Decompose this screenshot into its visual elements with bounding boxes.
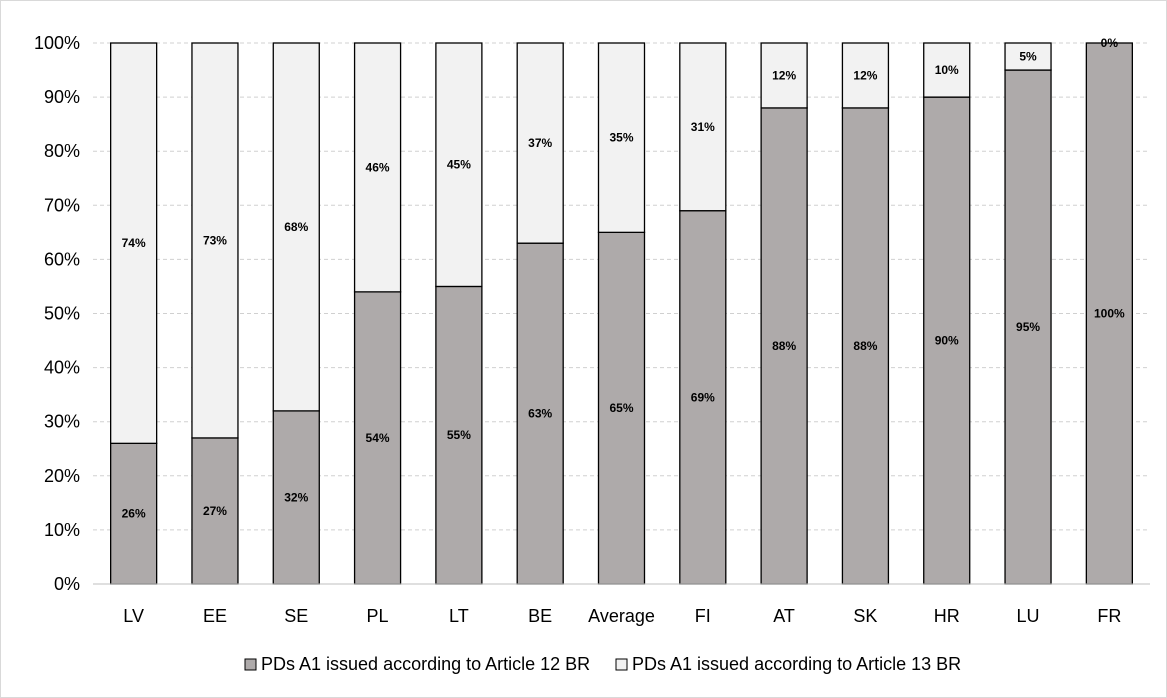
- bar-article-12: [597, 231, 646, 585]
- data-label: 0%: [1101, 36, 1119, 50]
- bar-article-13: [841, 42, 890, 109]
- x-tick-label: SK: [853, 606, 877, 626]
- data-label: 12%: [853, 68, 877, 82]
- bar-article-12: [191, 437, 239, 585]
- y-tick-label: 20%: [44, 466, 80, 486]
- data-label: 65%: [609, 401, 633, 415]
- x-tick-label: PL: [367, 606, 389, 626]
- x-tick-label: AT: [773, 606, 795, 626]
- data-label: 100%: [1094, 307, 1125, 321]
- data-label: 69%: [691, 390, 715, 404]
- data-label: 31%: [691, 120, 715, 134]
- data-label: 27%: [203, 504, 227, 518]
- bar-article-12: [110, 442, 158, 585]
- data-label: 54%: [366, 431, 390, 445]
- x-tick-label: FI: [695, 606, 711, 626]
- data-labels: 26% 74% 27% 73% 32% 68% 54% 46% 55% 45% 63% 37% 65% 3…: [122, 36, 1125, 521]
- bar-article-12: [272, 410, 320, 585]
- x-tick-label: FR: [1097, 606, 1121, 626]
- data-label: 95%: [1016, 320, 1040, 334]
- x-tick-label: Average: [588, 606, 655, 626]
- legend-label-article-13: PDs A1 issued according to Article 13 BR: [632, 654, 961, 674]
- data-label: 90%: [935, 334, 959, 348]
- y-tick-label: 100%: [34, 33, 80, 53]
- x-tick-label: LT: [449, 606, 469, 626]
- bar-article-13: [923, 42, 971, 98]
- legend-swatch-article-12: [244, 658, 257, 671]
- y-tick-label: 70%: [44, 195, 80, 215]
- bar-article-13: [597, 42, 646, 234]
- bar-article-12: [516, 242, 564, 585]
- y-tick-label: 60%: [44, 249, 80, 269]
- data-label: 5%: [1019, 50, 1037, 64]
- y-tick-label: 80%: [44, 141, 80, 161]
- data-label: 88%: [772, 339, 796, 353]
- bar-article-13: [1004, 42, 1052, 71]
- bar-article-12: [841, 107, 890, 585]
- bar-article-13: [679, 42, 727, 212]
- x-tick-label: SE: [284, 606, 308, 626]
- y-tick-label: 0%: [54, 574, 80, 594]
- y-axis-ticks: 0% 10% 20% 30% 40% 50% 60% 70% 80% 90% 100%: [34, 33, 80, 594]
- y-tick-label: 40%: [44, 358, 80, 378]
- data-label: 35%: [609, 131, 633, 145]
- legend-label-article-12: PDs A1 issued according to Article 12 BR: [261, 654, 590, 674]
- bar-article-13: [353, 42, 402, 293]
- bar-article-13: [272, 42, 320, 412]
- bar-article-12: [679, 210, 727, 585]
- data-label: 68%: [284, 220, 308, 234]
- data-label: 10%: [935, 63, 959, 77]
- x-tick-label: LU: [1017, 606, 1040, 626]
- y-tick-label: 50%: [44, 304, 80, 324]
- bar-article-12: [923, 96, 971, 585]
- bar-article-13: [110, 42, 158, 444]
- x-tick-label: LV: [123, 606, 144, 626]
- data-label: 37%: [528, 136, 552, 150]
- legend-swatch-article-13: [615, 658, 628, 671]
- legend: PDs A1 issued according to Article 12 BR…: [244, 654, 961, 674]
- bar-article-12: [1004, 69, 1052, 585]
- bar-article-13: [760, 42, 808, 109]
- x-tick-label: BE: [528, 606, 552, 626]
- data-label: 46%: [366, 160, 390, 174]
- data-label: 55%: [447, 428, 471, 442]
- bar-article-13: [435, 42, 483, 288]
- bar-article-13: [191, 42, 239, 439]
- data-label: 63%: [528, 407, 552, 421]
- y-tick-label: 10%: [44, 520, 80, 540]
- y-tick-label: 30%: [44, 412, 80, 432]
- data-label: 26%: [122, 507, 146, 521]
- data-label: 88%: [853, 339, 877, 353]
- data-label: 73%: [203, 233, 227, 247]
- data-label: 12%: [772, 68, 796, 82]
- data-label: 74%: [122, 236, 146, 250]
- x-axis-ticks: LV EE SE PL LT BE Average FI AT SK HR LU FR: [123, 606, 1121, 626]
- data-label: 45%: [447, 158, 471, 172]
- y-tick-label: 90%: [44, 87, 80, 107]
- bar-article-12: [435, 285, 483, 585]
- x-tick-label: EE: [203, 606, 227, 626]
- data-label: 32%: [284, 490, 308, 504]
- x-tick-label: HR: [934, 606, 960, 626]
- bar-article-13: [516, 42, 564, 244]
